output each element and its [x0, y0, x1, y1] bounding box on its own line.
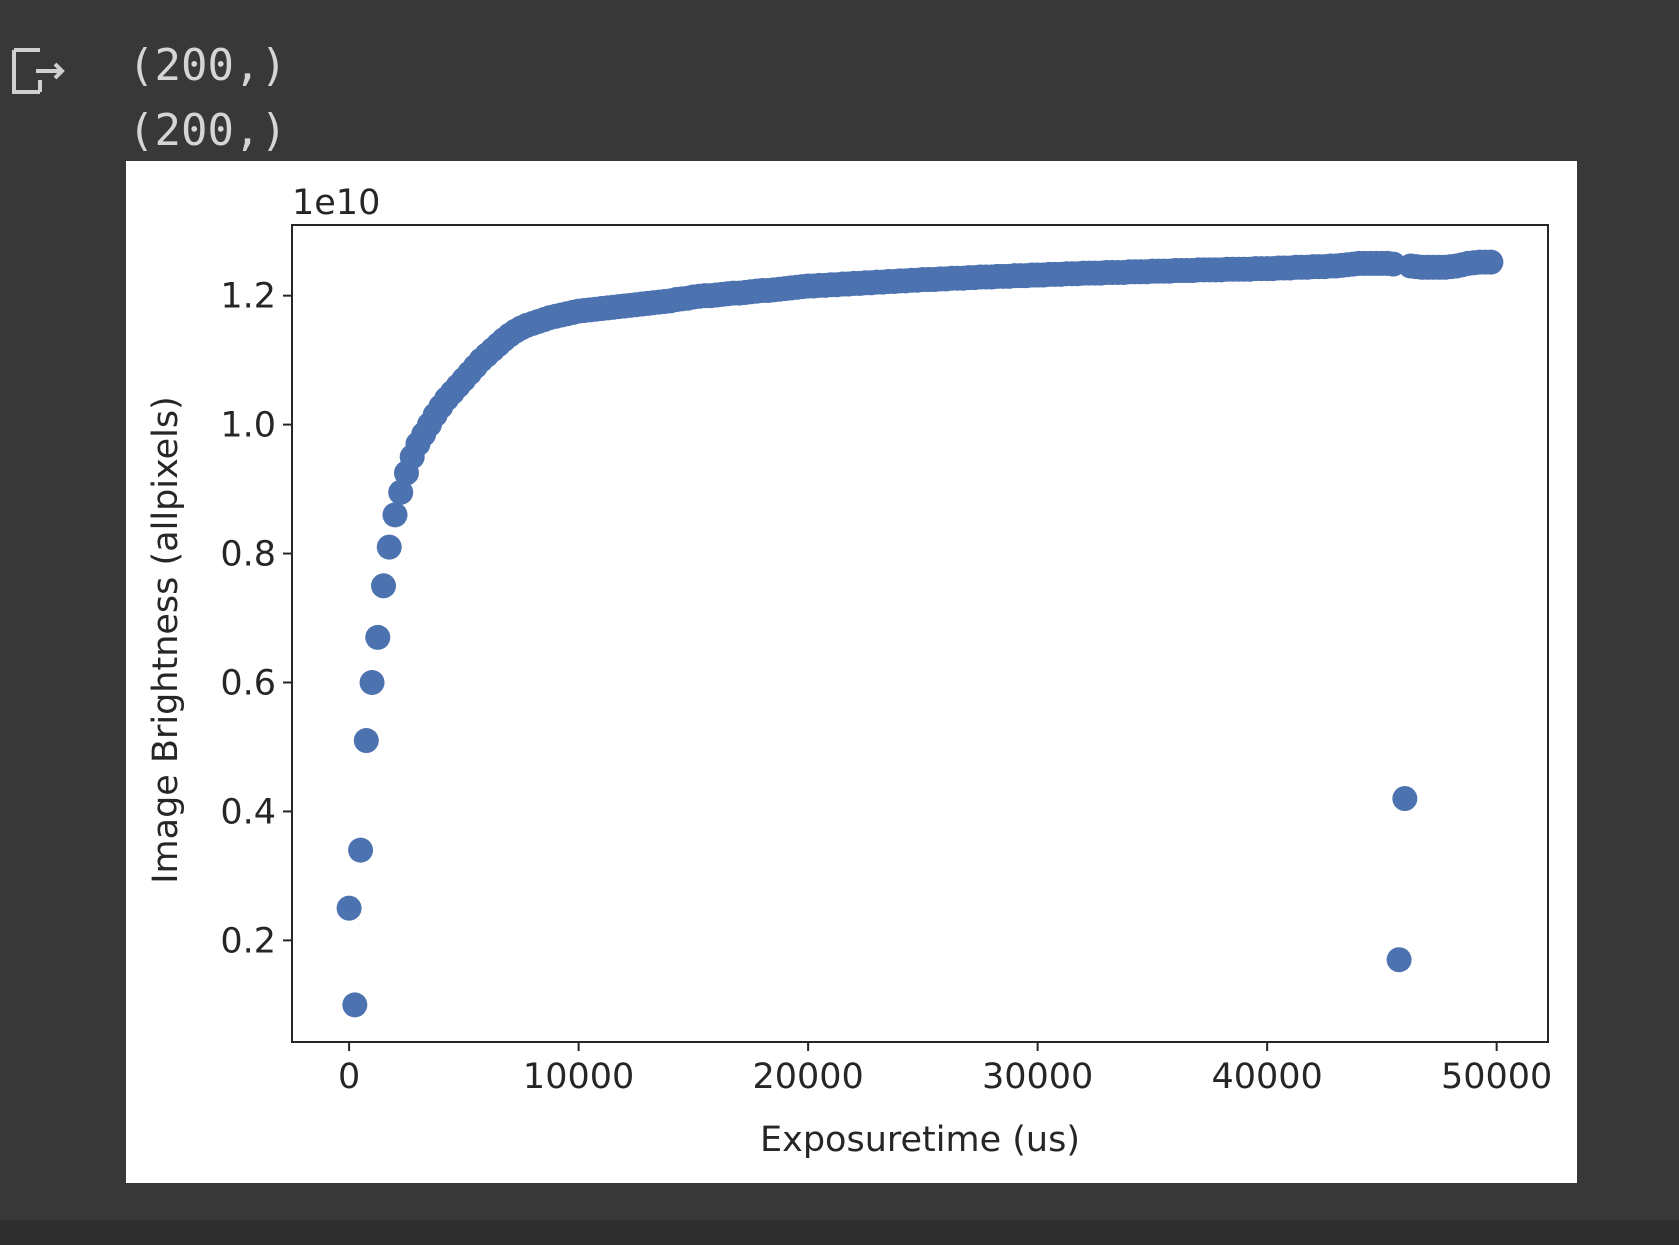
x-tick-label: 50000	[1441, 1057, 1552, 1097]
x-tick-label: 40000	[1211, 1057, 1322, 1097]
x-tick-label: 10000	[523, 1057, 634, 1097]
y-axis-label: Image Brightness (allpixels)	[146, 396, 186, 884]
scatter-point	[342, 992, 368, 1018]
y-tick-label: 1.0	[220, 406, 276, 446]
x-axis-label: Exposuretime (us)	[760, 1120, 1080, 1160]
scatter-point	[1386, 947, 1412, 973]
y-offset-label: 1e10	[292, 183, 380, 223]
scatter-point	[388, 479, 414, 505]
scatter-point	[359, 669, 385, 695]
scatter-point	[1478, 249, 1504, 275]
plot-frame	[291, 224, 1549, 1043]
scatter-point	[365, 624, 391, 650]
y-tick-label: 0.6	[220, 663, 276, 703]
scatter-point	[1392, 786, 1418, 812]
x-tick-label: 0	[338, 1057, 360, 1097]
scatter-point	[376, 534, 402, 560]
output-icon[interactable]	[12, 48, 65, 94]
scatter-point	[353, 728, 379, 754]
x-tick-label: 20000	[752, 1057, 863, 1097]
y-tick-label: 0.4	[220, 792, 276, 832]
y-tick-label: 1.2	[220, 277, 276, 317]
chart: 1e10 Exposuretime (us) Image Brightness …	[146, 183, 1552, 1160]
scatter-point	[382, 502, 408, 528]
output-line: (200,)	[128, 105, 287, 156]
scatter-point	[371, 573, 397, 599]
chart-image	[126, 161, 1577, 1183]
y-tick-label: 0.8	[220, 535, 276, 575]
output-line: (200,)	[128, 40, 287, 91]
y-tick-label: 0.2	[220, 921, 276, 961]
scatter-point	[336, 895, 362, 921]
cell-footer	[0, 1220, 1679, 1245]
scatter-point	[348, 837, 374, 863]
x-tick-label: 30000	[982, 1057, 1093, 1097]
